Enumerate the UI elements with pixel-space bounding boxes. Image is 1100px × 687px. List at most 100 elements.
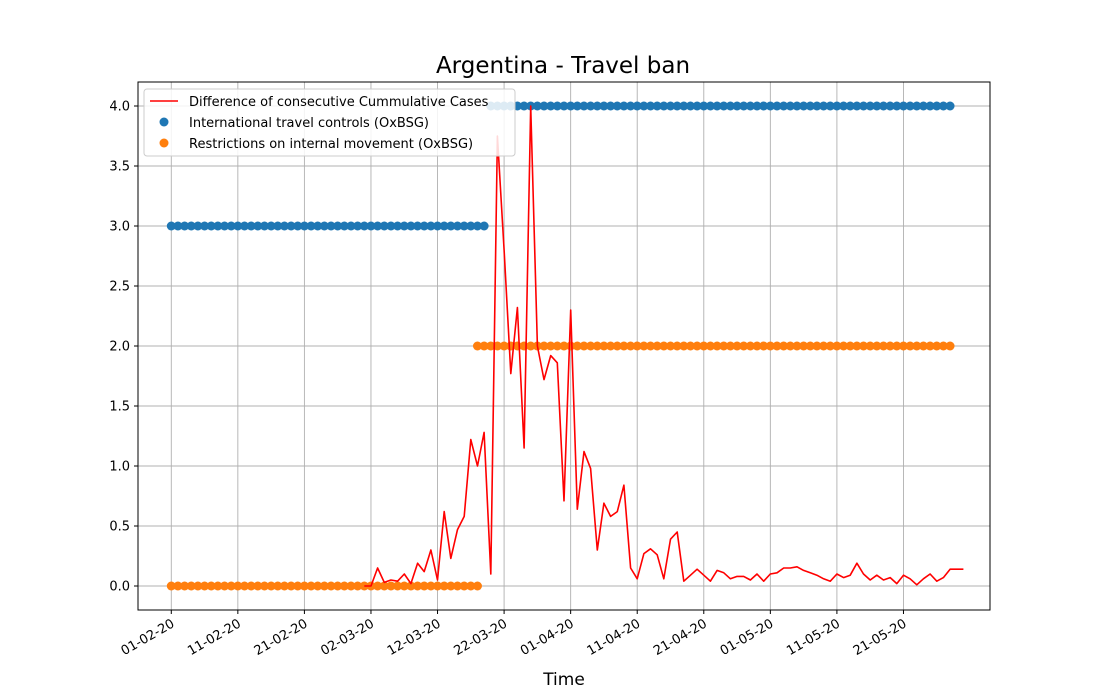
scatter-point: [459, 581, 469, 591]
scatter-point: [692, 101, 702, 111]
scatter-point: [453, 581, 462, 591]
scatter-point: [918, 341, 928, 351]
scatter-point: [912, 101, 922, 111]
scatter-point: [732, 341, 742, 351]
scatter-point: [279, 221, 289, 231]
x-tick-label: 22-03-20: [451, 616, 510, 658]
scatter-point: [945, 101, 955, 111]
scatter-point: [552, 101, 562, 111]
scatter-point: [439, 221, 449, 231]
scatter-point: [433, 581, 443, 591]
scatter-point: [346, 221, 356, 231]
x-axis-label: Time: [542, 670, 585, 687]
scatter-point: [619, 341, 629, 351]
scatter-point: [206, 221, 216, 231]
legend: Difference of consecutive Cummulative Ca…: [143, 88, 516, 157]
scatter-point: [399, 581, 409, 591]
scatter-point: [366, 221, 376, 231]
scatter-point: [319, 581, 329, 591]
scatter-point: [918, 101, 928, 111]
scatter-point: [898, 101, 908, 111]
scatter-point: [293, 221, 303, 231]
scatter-point: [339, 221, 349, 231]
scatter-point: [865, 341, 875, 351]
y-tick-label: 0.0: [109, 580, 130, 595]
scatter-point: [865, 101, 875, 111]
y-tick-label: 2.5: [109, 280, 130, 295]
scatter-point: [779, 341, 789, 351]
scatter-point: [632, 341, 642, 351]
scatter-point: [193, 581, 203, 591]
x-tick-label: 12-03-20: [385, 616, 444, 658]
scatter-point: [240, 221, 249, 231]
x-tick-label: 21-05-20: [851, 616, 910, 658]
scatter-point: [479, 341, 489, 351]
scatter-point: [938, 341, 948, 351]
y-tick-label: 4.0: [109, 100, 130, 115]
scatter-point: [373, 221, 383, 231]
scatter-point: [712, 341, 722, 351]
scatter-point: [725, 341, 735, 351]
x-axis: 01-02-20 11-02-20 21-02-20 02-03-20 12-03-20…: [119, 610, 910, 659]
scatter-point: [938, 101, 948, 111]
scatter-point: [546, 341, 556, 351]
scatter-point: [765, 101, 775, 111]
scatter-point: [586, 101, 596, 111]
scatter-point: [459, 221, 469, 231]
scatter-point: [173, 581, 183, 591]
scatter-point: [446, 581, 456, 591]
scatter-point: [353, 581, 363, 591]
scatter-point: [745, 101, 755, 111]
scatter-point: [546, 101, 556, 111]
scatter-point: [765, 341, 775, 351]
scatter-point: [752, 341, 762, 351]
scatter-point: [259, 581, 269, 591]
scatter-point: [805, 101, 815, 111]
y-tick-label: 3.5: [109, 160, 130, 175]
scatter-point: [253, 581, 263, 591]
scatter-point: [200, 221, 210, 231]
scatter-point: [905, 101, 915, 111]
x-tick-label: 02-03-20: [318, 616, 377, 658]
scatter-point: [453, 221, 462, 231]
scatter-point: [326, 581, 336, 591]
scatter-point: [626, 341, 636, 351]
scatter-point: [699, 101, 709, 111]
scatter-point: [785, 341, 795, 351]
scatter-point: [606, 101, 616, 111]
scatter-point: [805, 341, 815, 351]
scatter-point: [206, 581, 216, 591]
scatter-point: [373, 581, 383, 591]
scatter-point: [879, 341, 888, 351]
scatter-point: [759, 101, 769, 111]
scatter-point: [872, 341, 882, 351]
scatter-point: [825, 101, 835, 111]
scatter-point: [606, 341, 616, 351]
scatter-point: [812, 101, 822, 111]
scatter-point: [652, 101, 662, 111]
scatter-point: [612, 101, 622, 111]
scatter-point: [326, 221, 336, 231]
scatter-point: [213, 221, 223, 231]
scatter-point: [279, 581, 289, 591]
scatter-point: [233, 221, 243, 231]
scatter-point: [306, 581, 316, 591]
x-tick-label: 11-02-20: [185, 616, 244, 658]
scatter-point: [166, 581, 176, 591]
scatter-point: [779, 101, 789, 111]
scatter-point: [426, 581, 436, 591]
x-tick-label: 21-04-20: [651, 616, 710, 658]
scatter-point: [472, 581, 482, 591]
scatter-point: [572, 341, 582, 351]
scatter-point: [685, 101, 695, 111]
scatter-point: [220, 581, 230, 591]
scatter-point: [912, 341, 922, 351]
scatter-point: [220, 221, 230, 231]
scatter-point: [612, 341, 622, 351]
scatter-point: [419, 581, 429, 591]
scatter-point: [166, 221, 176, 231]
scatter-point: [286, 581, 296, 591]
scatter-point: [852, 341, 862, 351]
legend-label-travel: International travel controls (OxBSG): [189, 116, 429, 131]
